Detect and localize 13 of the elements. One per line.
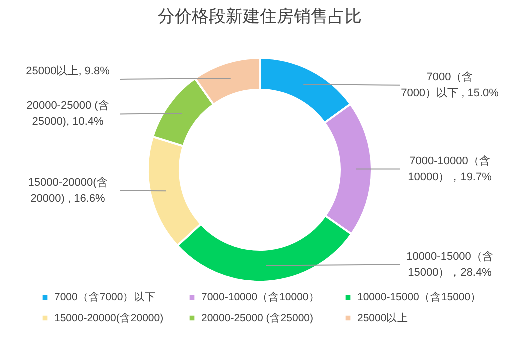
data-label: 25000以上, 9.8% [26, 64, 110, 78]
legend-label: 25000以上 [358, 311, 409, 324]
legend-label: 15000-20000(含20000) [54, 311, 164, 324]
data-label: 15000-20000(含 20000) , 16.6% [28, 176, 108, 205]
legend-label: 7000（含7000）以下 [54, 290, 156, 304]
legend-label: 10000-15000（含15000） [358, 290, 482, 304]
data-label: 7000（含 7000）以下 , 15.0% [401, 70, 500, 100]
legend-label: 20000-25000 (含25000) [202, 311, 314, 324]
data-label: 20000-25000 (含 25000), 10.4% [26, 99, 110, 128]
legend-label: 7000-10000（含10000） [202, 290, 320, 304]
data-label: 10000-15000（含 15000），28.4% [406, 250, 494, 279]
data-label: 7000-10000（含 10000），19.7% [408, 154, 492, 184]
chart-title: 分价格段新建住房销售占比 [158, 7, 362, 26]
